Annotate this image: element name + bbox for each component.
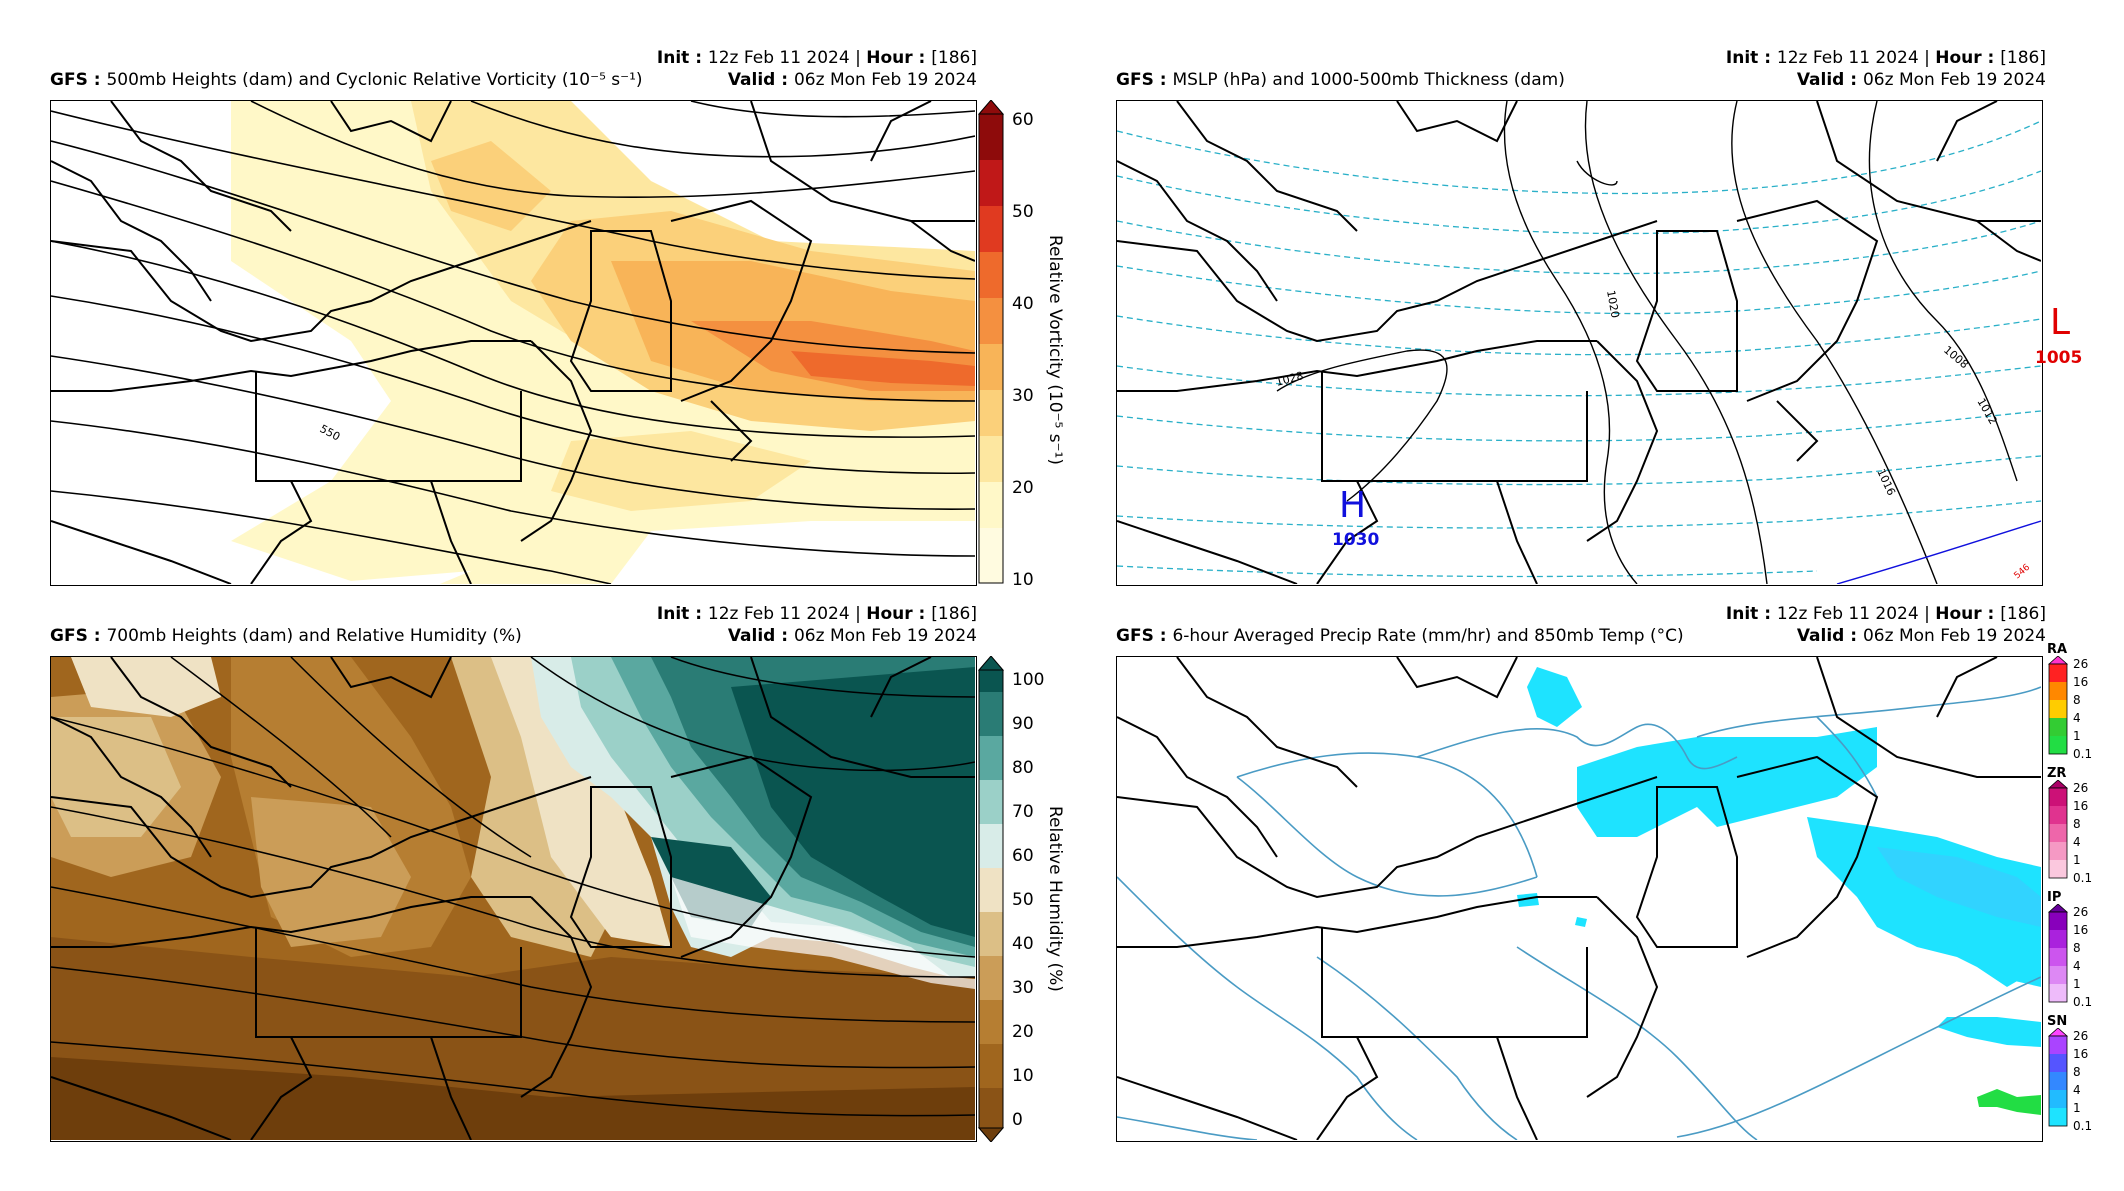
panel-title: GFS : 500mb Heights (dam) and Cyclonic R… — [50, 70, 643, 90]
init-hour-line: Init : 12z Feb 11 2024 | Hour : [186] — [656, 48, 977, 68]
colorbar-tick: 4 — [2073, 835, 2081, 849]
thickness-label: 546 — [2013, 562, 2033, 581]
colorbar-tick: 26 — [2073, 1029, 2089, 1043]
ra-bar-title: RA — [2047, 642, 2068, 657]
panel-700mb-rh: Init : 12z Feb 11 2024 | Hour : [186] GF… — [50, 604, 1065, 1144]
colorbar-tick: 26 — [2073, 781, 2089, 795]
colorbar-tick: 30 — [1012, 978, 1034, 998]
isobar-label: 1012 — [1974, 396, 1999, 427]
ip-colorbar — [2047, 904, 2069, 1003]
colorbar-tick: 10 — [1012, 570, 1034, 590]
panel-precip-temp: Init : 12z Feb 11 2024 | Hour : [186] GF… — [1116, 604, 2092, 1144]
low-pressure-value: 1005 — [2035, 348, 2083, 368]
high-pressure-marker: H — [1339, 485, 1367, 526]
valid-line: Valid : 06z Mon Feb 19 2024 — [1796, 626, 2046, 646]
vorticity-colorbar: 60 50 40 30 20 10 Relative Vorticity (10… — [977, 100, 1065, 590]
colorbar-tick: 4 — [2073, 959, 2081, 973]
colorbar-tick: 100 — [1012, 670, 1045, 690]
colorbar-tick: 16 — [2073, 1047, 2089, 1061]
contour-label-550: 550 — [318, 422, 343, 443]
init-hour-line: Init : 12z Feb 11 2024 | Hour : [186] — [656, 604, 977, 624]
colorbar-tick: 8 — [2073, 941, 2081, 955]
colorbar-label: Relative Vorticity (10⁻⁵ s⁻¹) — [1045, 235, 1065, 465]
map-mslp: 1028 1020 1016 1012 1008 546 — [1116, 100, 2043, 586]
ip-bar-title: IP — [2047, 890, 2062, 905]
colorbar-tick: 70 — [1012, 802, 1034, 822]
zr-colorbar — [2047, 780, 2069, 879]
colorbar-tick: 8 — [2073, 817, 2081, 831]
colorbar-tick: 8 — [2073, 1065, 2081, 1079]
colorbar-tick: 1 — [2073, 853, 2081, 867]
colorbar-tick: 1 — [2073, 977, 2081, 991]
valid-line: Valid : 06z Mon Feb 19 2024 — [727, 70, 977, 90]
precip-colorbars: RA 26 16 8 4 1 0.1 ZR 26 16 8 4 — [2043, 642, 2093, 1142]
colorbar-label: Relative Humidity (%) — [1045, 806, 1065, 992]
colorbar-tick: 80 — [1012, 758, 1034, 778]
colorbar-tick: 16 — [2073, 923, 2089, 937]
colorbar-tick: 60 — [1012, 110, 1034, 130]
colorbar-tick: 0.1 — [2073, 995, 2093, 1009]
colorbar-tick: 50 — [1012, 202, 1034, 222]
panel-title: GFS : 6-hour Averaged Precip Rate (mm/hr… — [1116, 626, 1684, 646]
colorbar-tick: 16 — [2073, 675, 2089, 689]
colorbar-tick: 16 — [2073, 799, 2089, 813]
ra-colorbar — [2047, 656, 2069, 755]
init-hour-line: Init : 12z Feb 11 2024 | Hour : [186] — [1725, 604, 2046, 624]
colorbar-tick: 40 — [1012, 934, 1034, 954]
map-500mb: 550 — [50, 100, 977, 586]
valid-line: Valid : 06z Mon Feb 19 2024 — [727, 626, 977, 646]
rh-colorbar: 100 90 80 70 60 50 40 30 20 10 0 Relativ… — [977, 656, 1065, 1142]
map-precip — [1116, 656, 2043, 1142]
colorbar-tick: 26 — [2073, 657, 2089, 671]
high-pressure-value: 1030 — [1332, 530, 1380, 550]
isobar-label: 1020 — [1604, 289, 1622, 319]
panel-title: GFS : 700mb Heights (dam) and Relative H… — [50, 626, 522, 646]
colorbar-tick: 26 — [2073, 905, 2089, 919]
map-700mb — [50, 656, 977, 1142]
colorbar-tick: 10 — [1012, 1066, 1034, 1086]
colorbar-tick: 90 — [1012, 714, 1034, 734]
sn-bar-title: SN — [2047, 1014, 2068, 1029]
colorbar-tick: 30 — [1012, 386, 1034, 406]
colorbar-tick: 4 — [2073, 1083, 2081, 1097]
colorbar-tick: 1 — [2073, 729, 2081, 743]
init-hour-line: Init : 12z Feb 11 2024 | Hour : [186] — [1725, 48, 2046, 68]
colorbar-tick: 8 — [2073, 693, 2081, 707]
colorbar-tick: 0.1 — [2073, 747, 2093, 761]
panel-title: GFS : MSLP (hPa) and 1000-500mb Thicknes… — [1116, 70, 1565, 90]
colorbar-tick: 60 — [1012, 846, 1034, 866]
panel-mslp-thickness: Init : 12z Feb 11 2024 | Hour : [186] GF… — [1116, 48, 2082, 588]
low-pressure-marker: L — [2050, 302, 2071, 343]
colorbar-tick: 0 — [1012, 1110, 1023, 1130]
valid-line: Valid : 06z Mon Feb 19 2024 — [1796, 70, 2046, 90]
sn-colorbar — [2047, 1028, 2069, 1127]
colorbar-tick: 0.1 — [2073, 871, 2093, 885]
colorbar-tick: 0.1 — [2073, 1119, 2093, 1133]
colorbar-tick: 40 — [1012, 294, 1034, 314]
isobar-label: 1008 — [1941, 343, 1971, 371]
colorbar-tick: 50 — [1012, 890, 1034, 910]
zr-bar-title: ZR — [2047, 766, 2067, 781]
colorbar-tick: 20 — [1012, 1022, 1034, 1042]
colorbar-tick: 1 — [2073, 1101, 2081, 1115]
colorbar-tick: 4 — [2073, 711, 2081, 725]
panel-500mb-vorticity: Init : 12z Feb 11 2024 | Hour : [186] GF… — [50, 48, 1065, 590]
colorbar-tick: 20 — [1012, 478, 1034, 498]
